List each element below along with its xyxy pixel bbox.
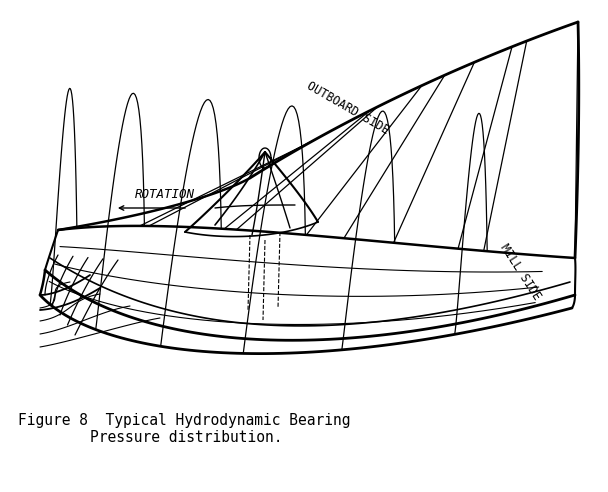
Text: OUTBOARD SIDE: OUTBOARD SIDE [305, 79, 392, 137]
Text: Pressure distribution.: Pressure distribution. [90, 430, 283, 445]
Text: Figure 8  Typical Hydrodynamic Bearing: Figure 8 Typical Hydrodynamic Bearing [18, 412, 350, 428]
Text: MILL SIDE: MILL SIDE [497, 242, 543, 303]
Text: ROTATION: ROTATION [135, 188, 195, 202]
